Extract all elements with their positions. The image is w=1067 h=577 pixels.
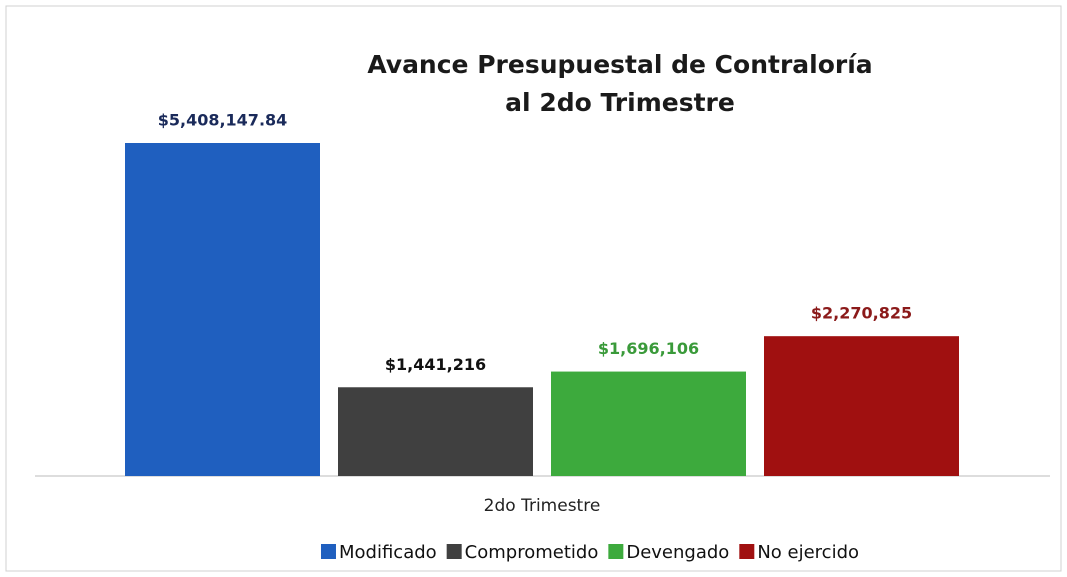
legend-swatch (446, 544, 462, 559)
x-tick-label: 2do Trimestre (484, 496, 601, 516)
bar (551, 371, 746, 476)
bar (338, 387, 533, 476)
data-label: $5,408,147.84 (158, 111, 288, 130)
data-label: $1,696,106 (598, 339, 699, 358)
legend-label: No ejercido (757, 542, 859, 563)
chart-title: al 2do Trimestre (505, 88, 735, 117)
chart-title: Avance Presupuestal de Contraloría (367, 50, 872, 79)
data-label: $1,441,216 (385, 355, 486, 374)
bar (764, 336, 959, 476)
legend-label: Devengado (626, 542, 729, 563)
legend-swatch (739, 544, 755, 559)
legend-label: Comprometido (465, 542, 599, 563)
legend-swatch (320, 544, 336, 559)
data-label: $2,270,825 (811, 304, 912, 323)
legend-label: Modificado (339, 542, 437, 563)
legend-swatch (608, 544, 624, 559)
bar (125, 143, 320, 476)
